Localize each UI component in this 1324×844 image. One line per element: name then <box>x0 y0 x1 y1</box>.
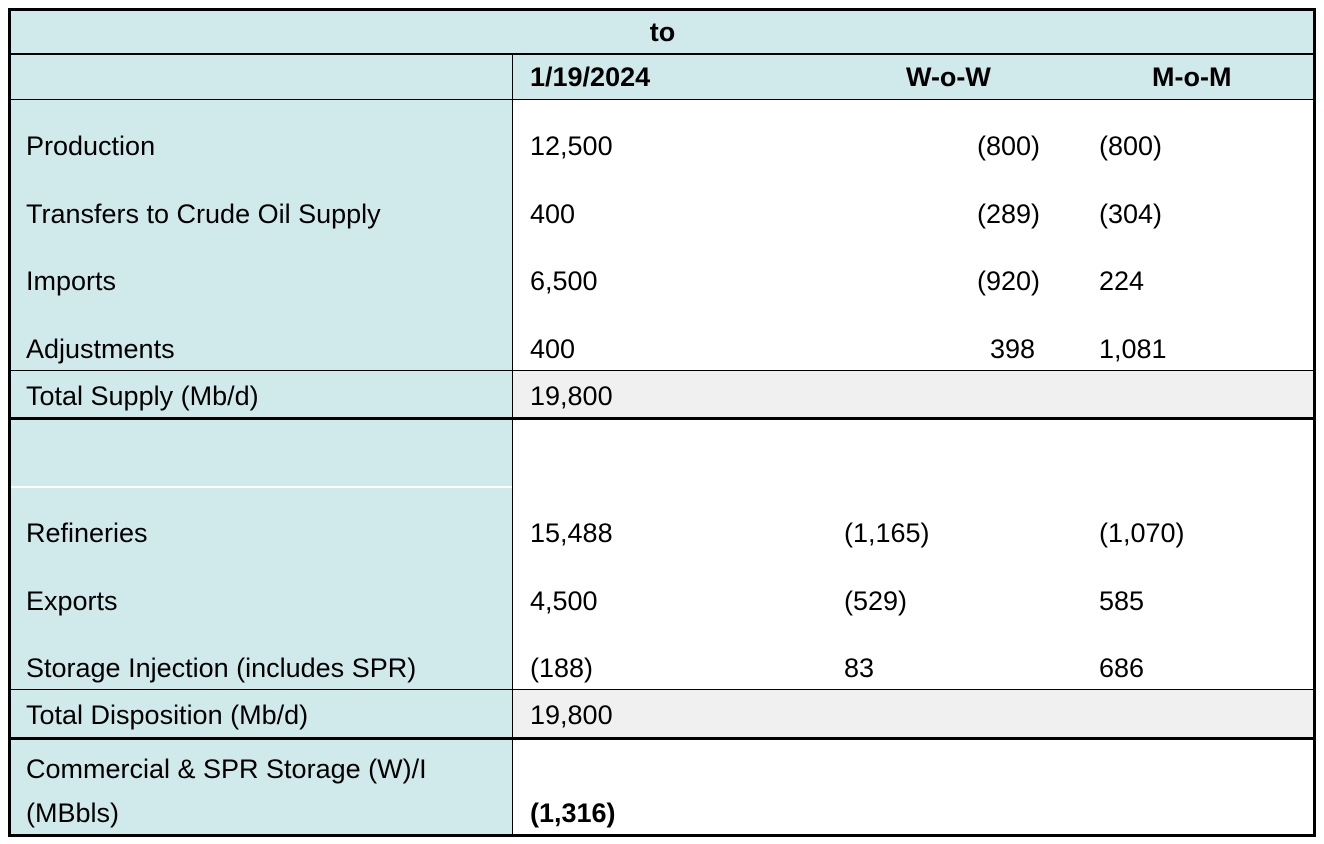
row-wow: 83 <box>844 653 875 683</box>
border-total-supply-bottom <box>8 417 1316 420</box>
border-label-divider <box>512 54 513 837</box>
row-wow: (920) <box>976 266 1040 296</box>
storage-value: (1,316) <box>530 798 616 828</box>
row-value: 400 <box>530 334 576 364</box>
header-wow: W-o-W <box>906 62 991 92</box>
row-value: 15,488 <box>530 518 613 548</box>
border-title-bottom <box>8 53 1316 55</box>
row-label: Exports <box>26 586 118 616</box>
border-right <box>1313 8 1316 837</box>
row-wow: (529) <box>844 586 908 616</box>
row-wow: 398 <box>989 334 1035 364</box>
storage-label-line1: Commercial & SPR Storage (W)/I <box>26 754 427 784</box>
title-label: to <box>649 17 676 47</box>
total-disposition-value-cell <box>512 690 1315 738</box>
row-label: Refineries <box>26 518 148 548</box>
row-mom: 224 <box>1099 266 1145 296</box>
header-row <box>10 54 1315 100</box>
total-supply-label-cell <box>10 371 512 418</box>
row-value: 400 <box>530 199 576 229</box>
border-supply-rows-bottom <box>8 370 1316 371</box>
total-supply-label: Total Supply (Mb/d) <box>26 381 259 411</box>
border-bottom <box>8 834 1316 837</box>
row-mom: (304) <box>1099 199 1163 229</box>
row-wow: (800) <box>976 131 1040 161</box>
row-wow: (1,165) <box>844 518 930 548</box>
row-label: Transfers to Crude Oil Supply <box>26 199 381 229</box>
total-supply-value: 19,800 <box>530 381 613 411</box>
row-mom: (1,070) <box>1099 518 1185 548</box>
border-top <box>8 8 1316 11</box>
row-value: 6,500 <box>530 266 598 296</box>
total-disposition-value: 19,800 <box>530 700 613 730</box>
row-label: Adjustments <box>26 334 175 364</box>
disposition-label-column <box>10 418 512 690</box>
total-supply-value-cell <box>512 371 1315 418</box>
row-label: Imports <box>26 266 117 296</box>
row-mom: (800) <box>1099 131 1163 161</box>
spacer-divider <box>10 486 512 488</box>
header-mom: M-o-M <box>1152 62 1232 92</box>
row-mom: 686 <box>1099 653 1145 683</box>
storage-label-cell <box>10 738 512 835</box>
row-wow: (289) <box>976 199 1040 229</box>
total-disposition-label-cell <box>10 690 512 738</box>
row-label: Storage Injection (includes SPR) <box>26 653 417 683</box>
total-disposition-label: Total Disposition (Mb/d) <box>26 700 309 730</box>
row-label: Production <box>26 131 156 161</box>
row-value: 12,500 <box>530 131 613 161</box>
row-mom: 585 <box>1099 586 1145 616</box>
title-row <box>10 10 1315 54</box>
border-header-bottom <box>8 99 1316 100</box>
row-value: (188) <box>530 653 594 683</box>
border-left <box>8 8 11 837</box>
row-mom: 1,081 <box>1099 334 1167 364</box>
border-total-disposition-bottom <box>8 737 1316 740</box>
row-value: 4,500 <box>530 586 598 616</box>
storage-label-line2: (MBbls) <box>26 798 119 828</box>
header-date: 1/19/2024 <box>530 62 651 92</box>
supply-label-column <box>10 100 512 371</box>
border-disposition-rows-bottom <box>8 689 1316 690</box>
